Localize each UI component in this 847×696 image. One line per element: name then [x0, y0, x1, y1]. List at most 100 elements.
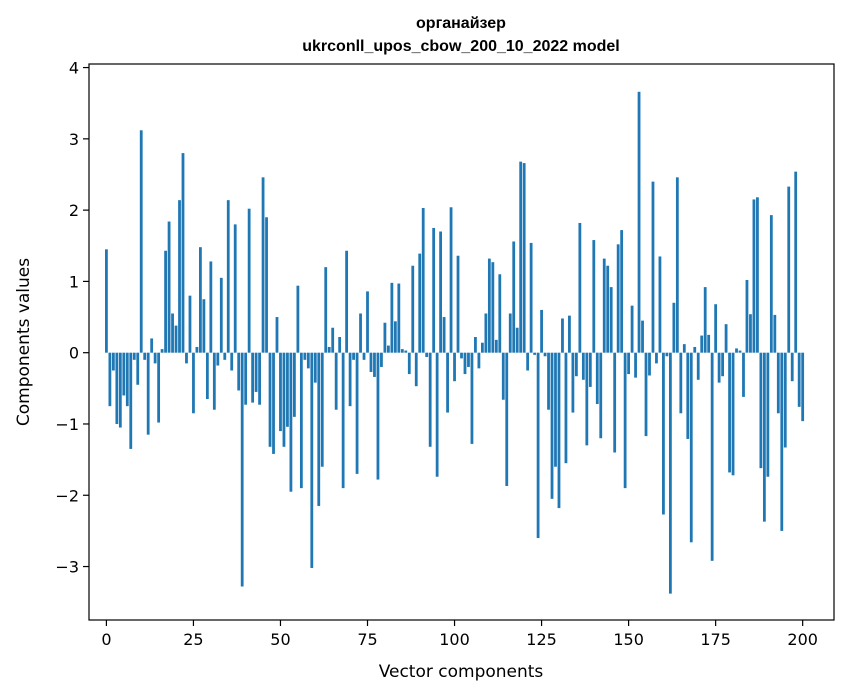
bar-21 — [178, 200, 181, 353]
bar-63 — [324, 267, 328, 353]
bar-51 — [282, 352, 286, 447]
bar-73 — [359, 313, 362, 353]
bar-62 — [320, 352, 324, 467]
bar-170 — [696, 352, 700, 380]
bar-57 — [303, 352, 307, 360]
bar-190 — [766, 352, 770, 477]
bar-15 — [157, 352, 161, 423]
bar-78 — [376, 352, 380, 480]
x-tick-label: 175 — [700, 630, 731, 649]
bar-20 — [174, 325, 178, 353]
bar-105 — [470, 352, 474, 444]
x-tick-label: 50 — [270, 630, 290, 649]
bar-152 — [634, 352, 637, 378]
bar-158 — [655, 352, 658, 364]
bar-175 — [714, 304, 718, 353]
bar-12 — [146, 352, 150, 435]
bar-44 — [258, 352, 261, 405]
bar-9 — [136, 352, 140, 385]
bar-129 — [554, 352, 557, 467]
bar-50 — [279, 352, 282, 432]
bar-37 — [233, 224, 237, 353]
bar-35 — [226, 200, 230, 353]
bar-151 — [630, 305, 634, 353]
y-tick-label: −3 — [55, 558, 79, 577]
bar-28 — [202, 299, 206, 353]
bar-17 — [164, 250, 167, 353]
x-tick-label: 25 — [183, 630, 203, 649]
bar-29 — [205, 352, 209, 400]
bar-185 — [749, 314, 752, 353]
bar-60 — [313, 352, 317, 383]
bar-164 — [675, 177, 679, 353]
bar-68 — [341, 352, 345, 489]
chart-title-line-1: органайзер — [416, 15, 506, 32]
bar-92 — [425, 352, 429, 357]
bar-98 — [446, 352, 449, 413]
x-tick-label: 100 — [439, 630, 470, 649]
bar-45 — [261, 177, 265, 353]
bar-136 — [578, 222, 582, 353]
bar-176 — [717, 352, 721, 383]
bar-126 — [543, 352, 547, 357]
bar-76 — [369, 352, 373, 372]
bar-36 — [230, 352, 234, 371]
bar-132 — [564, 352, 568, 464]
y-axis-ticks: −3 −2 −1 0 1 2 3 4 — [55, 59, 89, 577]
bar-97 — [442, 317, 446, 353]
bar-65 — [331, 327, 335, 353]
bar-85 — [400, 349, 404, 353]
bar-42 — [251, 352, 255, 403]
bar-53 — [289, 352, 293, 492]
bar-138 — [585, 352, 589, 446]
bar-117 — [512, 241, 516, 353]
bar-143 — [602, 258, 606, 353]
bar-200 — [801, 352, 805, 422]
bar-2 — [111, 352, 115, 371]
bar-187 — [756, 197, 759, 353]
bar-139 — [588, 352, 592, 387]
y-tick-label: 2 — [69, 201, 79, 220]
bar-159 — [658, 256, 662, 353]
bar-86 — [404, 350, 408, 353]
bar-49 — [275, 317, 279, 353]
bar-172 — [703, 287, 707, 353]
bar-157 — [651, 181, 655, 353]
bar-5 — [122, 352, 126, 396]
bar-124 — [536, 352, 540, 539]
bar-192 — [773, 314, 777, 353]
bar-22 — [181, 153, 185, 353]
bar-67 — [338, 337, 342, 353]
bar-108 — [481, 342, 484, 353]
bar-189 — [762, 352, 766, 522]
bar-150 — [627, 352, 630, 375]
bar-52 — [286, 352, 289, 427]
bar-186 — [752, 199, 756, 353]
bar-160 — [662, 352, 665, 515]
bar-137 — [581, 352, 585, 380]
bar-96 — [439, 231, 443, 353]
y-tick-label: 1 — [69, 272, 79, 291]
bar-6 — [125, 352, 129, 407]
y-tick-label: −2 — [55, 486, 79, 505]
bar-169 — [693, 346, 697, 353]
bar-27 — [199, 247, 202, 353]
bar-84 — [397, 283, 401, 353]
bar-148 — [620, 230, 624, 353]
bar-25 — [192, 352, 195, 414]
bar-155 — [644, 352, 648, 437]
bar-165 — [679, 352, 683, 414]
bar-163 — [672, 302, 676, 353]
bar-43 — [254, 352, 258, 392]
bar-59 — [310, 352, 314, 568]
bar-24 — [188, 295, 192, 353]
bar-116 — [508, 313, 512, 353]
bar-135 — [574, 352, 578, 377]
bar-167 — [686, 352, 690, 439]
bar-34 — [223, 352, 227, 360]
bar-106 — [474, 337, 477, 353]
bar-64 — [327, 346, 331, 353]
bar-series — [105, 91, 805, 594]
bar-7 — [129, 352, 133, 449]
bar-71 — [352, 352, 355, 360]
